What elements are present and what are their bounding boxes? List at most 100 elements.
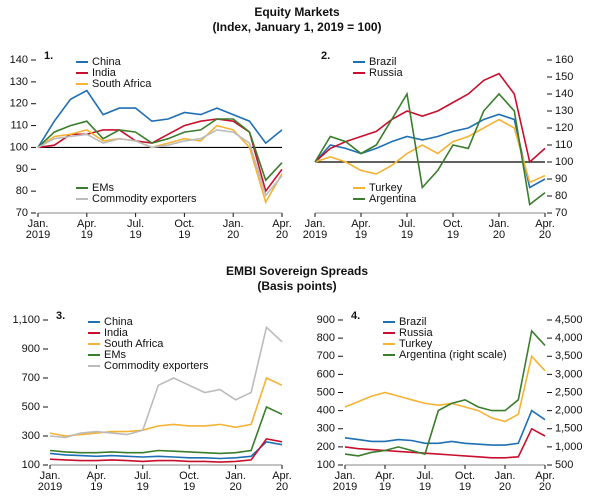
x-tick-label: Jan.	[495, 470, 516, 482]
x-tick-label: 20	[493, 229, 505, 241]
y-tick-label: 70	[16, 207, 28, 219]
y-tick-label: 400	[317, 405, 335, 417]
y-tick-label: 3,500	[555, 350, 583, 362]
x-tick-label: 19	[129, 229, 141, 241]
x-tick-label: 20	[539, 229, 551, 241]
legend-label: Brazil	[369, 56, 397, 68]
y-tick-label: 500	[555, 459, 573, 471]
x-tick-label: Jan.	[28, 218, 49, 230]
panel-label: 3.	[56, 310, 65, 322]
legend-label: Russia	[369, 67, 404, 79]
x-tick-label: 20	[499, 481, 511, 493]
x-tick-label: Apr.	[351, 218, 371, 230]
series-line	[344, 354, 546, 423]
y-tick-label: 80	[555, 190, 567, 202]
x-tick-label: 19	[183, 481, 195, 493]
y-tick-label: 110	[10, 119, 28, 131]
x-tick-label: Apr.	[87, 470, 107, 482]
y-tick-label: 700	[317, 350, 335, 362]
legend-label: Russia	[399, 327, 434, 339]
x-tick-label: Jan.	[225, 470, 246, 482]
x-tick-label: 19	[178, 229, 190, 241]
y-tick-label: 90	[16, 163, 28, 175]
x-tick-label: Jul.	[127, 218, 144, 230]
series-line	[49, 438, 283, 463]
y-tick-label: 70	[555, 207, 567, 219]
y-tick-label: 4,500	[555, 314, 583, 326]
y-tick-label: 1,100	[12, 314, 40, 326]
x-tick-label: Jul.	[134, 470, 151, 482]
y-tick-label: 300	[317, 423, 335, 435]
panel-label: 1.	[44, 50, 53, 62]
legend-label: EMs	[104, 349, 127, 361]
x-tick-label: 19	[379, 481, 391, 493]
x-tick-label: 2019	[38, 481, 62, 493]
y-tick-label: 140	[555, 88, 573, 100]
y-tick-label: 500	[22, 401, 40, 413]
x-tick-label: Apr.	[272, 470, 292, 482]
series-line	[314, 113, 546, 189]
x-tick-label: 19	[81, 229, 93, 241]
y-tick-label: 2,000	[555, 405, 583, 417]
panel-label: 4.	[351, 310, 360, 322]
series-line	[49, 440, 283, 460]
x-tick-label: 19	[90, 481, 102, 493]
x-tick-label: Jan.	[223, 218, 244, 230]
x-tick-label: Oct.	[179, 470, 199, 482]
legend-label: China	[92, 56, 122, 68]
x-tick-label: Jul.	[416, 470, 433, 482]
x-tick-label: Apr.	[535, 218, 555, 230]
x-tick-label: Jan.	[489, 218, 510, 230]
legend-label: Argentina (right scale)	[399, 349, 507, 361]
y-tick-label: 700	[22, 372, 40, 384]
legend-label: India	[104, 327, 129, 339]
x-tick-label: 2019	[26, 229, 50, 241]
x-tick-label: 19	[355, 229, 367, 241]
x-tick-label: Apr.	[77, 218, 97, 230]
series-line	[49, 376, 283, 437]
legend-label: EMs	[92, 182, 115, 194]
y-tick-label: 80	[16, 185, 28, 197]
y-tick-label: 100	[317, 459, 335, 471]
legend-label: Turkey	[369, 182, 403, 194]
x-tick-label: 19	[447, 229, 459, 241]
y-tick-label: 900	[22, 343, 40, 355]
y-tick-label: 1,500	[555, 423, 583, 435]
y-tick-label: 300	[22, 430, 40, 442]
y-tick-label: 100	[22, 459, 40, 471]
x-tick-label: 20	[539, 481, 551, 493]
x-tick-label: Oct.	[174, 218, 194, 230]
series-line	[314, 118, 546, 184]
legend-label: China	[104, 316, 134, 328]
x-tick-label: 20	[227, 229, 239, 241]
y-tick-label: 150	[555, 71, 573, 83]
panel-label: 2.	[321, 50, 330, 62]
series-line	[49, 405, 283, 455]
legend-label: Argentina	[369, 193, 417, 205]
series-line	[344, 329, 546, 457]
x-tick-label: 20	[276, 229, 288, 241]
section-subtitle: (Basis points)	[257, 279, 336, 293]
y-tick-label: 120	[555, 122, 573, 134]
x-tick-label: Apr.	[375, 470, 395, 482]
legend-label: India	[92, 67, 117, 79]
x-tick-label: 2019	[333, 481, 357, 493]
y-tick-label: 160	[555, 54, 573, 66]
y-tick-label: 600	[317, 368, 335, 380]
x-tick-label: Jan.	[40, 470, 61, 482]
series-line	[314, 72, 546, 164]
series-line	[344, 427, 546, 459]
x-tick-label: Jan.	[305, 218, 326, 230]
series-line	[37, 118, 283, 193]
x-tick-label: 19	[137, 481, 149, 493]
y-tick-label: 2,500	[555, 386, 583, 398]
section-title: Equity Markets	[254, 5, 340, 19]
x-tick-label: 19	[459, 481, 471, 493]
section-title: EMBI Sovereign Spreads	[226, 264, 368, 278]
y-tick-label: 110	[555, 139, 573, 151]
legend-label: South Africa	[104, 338, 164, 350]
legend-label: Brazil	[399, 316, 427, 328]
legend-label: Commodity exporters	[92, 193, 197, 205]
x-tick-label: Oct.	[443, 218, 463, 230]
